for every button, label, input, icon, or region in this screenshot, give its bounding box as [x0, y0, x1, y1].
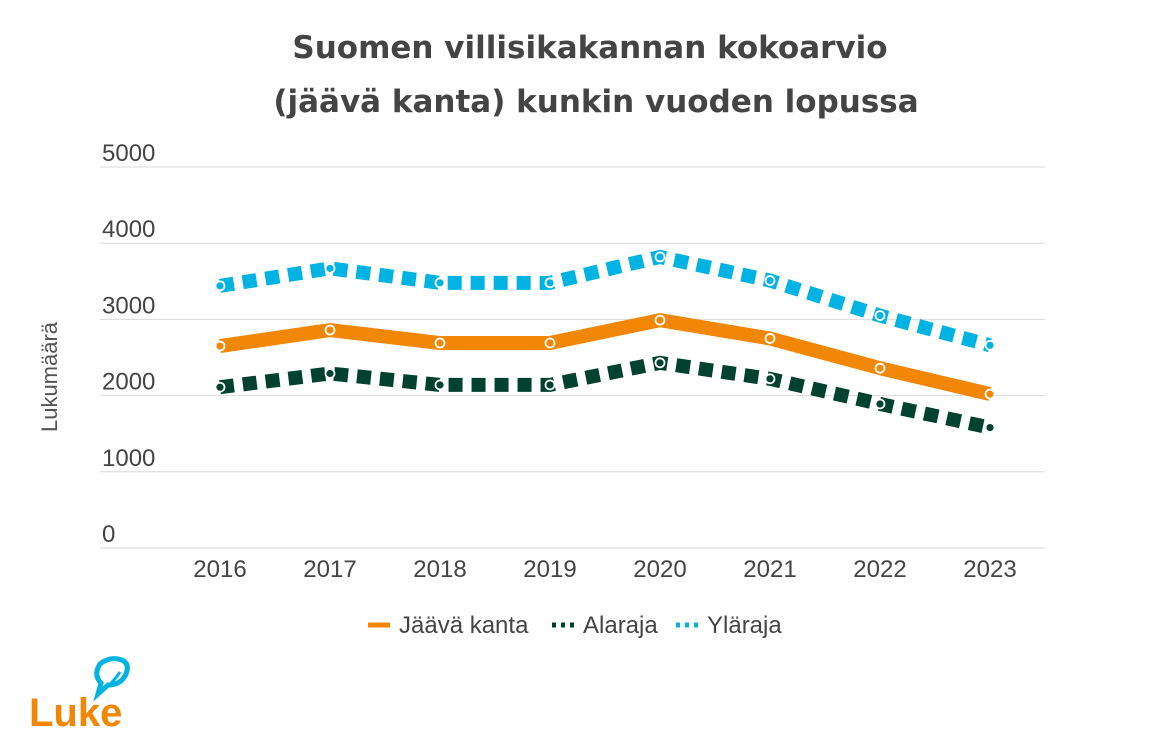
legend-label: Yläraja: [707, 612, 782, 639]
data-point: [654, 251, 666, 263]
y-tick-label: 0: [102, 521, 115, 548]
data-point: [544, 337, 556, 349]
data-point: [984, 388, 996, 400]
x-tick-label: 2018: [413, 556, 466, 583]
data-point: [654, 357, 666, 369]
data-point: [214, 280, 226, 292]
x-tick-label: 2023: [963, 556, 1016, 583]
legend-label: Jäävä kanta: [399, 612, 529, 639]
data-point: [434, 337, 446, 349]
x-tick-label: 2017: [303, 556, 356, 583]
luke-logo: Luke: [29, 656, 130, 735]
legend-label: Alaraja: [583, 612, 658, 639]
y-tick-label: 4000: [102, 216, 155, 243]
x-tick-label: 2019: [523, 556, 576, 583]
legend: Jäävä kanta Alaraja Yläraja: [368, 612, 782, 639]
data-point: [874, 310, 886, 321]
data-point: [984, 422, 996, 434]
data-point: [984, 339, 996, 351]
y-tick-label: 3000: [102, 292, 155, 319]
data-point: [544, 277, 556, 289]
data-point: [544, 379, 556, 391]
x-tick-label: 2016: [193, 556, 246, 583]
data-point: [214, 381, 226, 393]
data-point: [654, 314, 666, 326]
series-line-alaraja: [219, 355, 992, 435]
x-tick-label: 2020: [633, 556, 686, 583]
y-tick-label: 2000: [102, 369, 155, 396]
chart-title-line-2: (jäävä kanta) kunkin vuoden lopussa: [273, 84, 918, 120]
data-point: [764, 333, 776, 344]
data-point: [324, 324, 336, 336]
data-point: [434, 379, 446, 391]
logo-text: Luke: [29, 691, 122, 735]
data-point: [874, 398, 886, 410]
leaf-icon: [93, 656, 130, 702]
data-point: [764, 275, 776, 286]
data-point: [874, 362, 886, 374]
data-point: [324, 262, 336, 274]
y-tick-label: 1000: [102, 445, 155, 472]
x-tick-label: 2022: [853, 556, 906, 583]
x-tick-label: 2021: [743, 556, 796, 583]
y-tick-label: 5000: [102, 140, 155, 167]
data-point: [764, 373, 776, 385]
data-point: [324, 368, 336, 379]
chart-title-line-1: Suomen villisikakannan kokoarvio: [292, 30, 887, 66]
data-point: [214, 340, 226, 352]
y-axis-label: Lukumäärä: [37, 321, 62, 432]
data-point: [434, 277, 446, 289]
series-line-jäävä-kanta: [218, 313, 992, 401]
series-line-yläraja: [218, 249, 992, 353]
